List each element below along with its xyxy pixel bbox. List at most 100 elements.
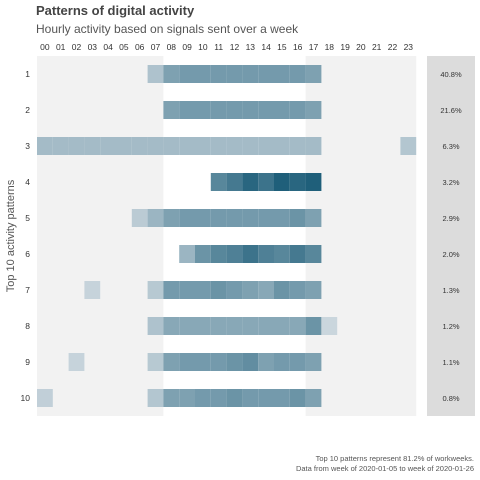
y-tick-label: 3 [25, 141, 30, 151]
share-label: 0.8% [442, 394, 459, 403]
heatmap-cell [147, 65, 164, 83]
heatmap-cell [305, 353, 322, 371]
heatmap-cell [210, 353, 227, 371]
heatmap-cell [274, 389, 290, 407]
heatmap-cell [242, 281, 259, 299]
heatmap-cell [131, 137, 148, 155]
heatmap-cell [210, 389, 227, 407]
heatmap-cell [400, 137, 417, 155]
heatmap-cell [258, 137, 274, 155]
y-tick-label: 9 [25, 357, 30, 367]
heatmap-cell [84, 137, 101, 155]
heatmap-cell [195, 317, 211, 335]
heatmap-cell [242, 173, 259, 191]
heatmap-cell [210, 173, 227, 191]
y-tick-label: 1 [25, 69, 30, 79]
x-tick-label: 03 [88, 42, 98, 52]
heatmap-cell [242, 65, 259, 83]
heatmap-cell [179, 245, 195, 263]
x-tick-label: 05 [119, 42, 129, 52]
heatmap-cell [37, 389, 53, 407]
heatmap-cell [305, 65, 322, 83]
x-tick-label: 18 [325, 42, 335, 52]
heatmap-cell [163, 317, 180, 335]
heatmap-cell [274, 317, 290, 335]
x-tick-label: 23 [404, 42, 414, 52]
heatmap-cell [226, 101, 243, 119]
heatmap-cell [179, 317, 195, 335]
heatmap-cell [210, 209, 227, 227]
x-tick-label: 20 [356, 42, 366, 52]
share-label: 40.8% [440, 70, 462, 79]
heatmap-cell [179, 209, 195, 227]
heatmap-cell [289, 353, 306, 371]
y-axis-label: Top 10 activity patterns [5, 179, 17, 292]
heatmap-cell [258, 65, 274, 83]
heatmap-cell [289, 173, 306, 191]
heatmap-cell [131, 209, 148, 227]
heatmap-cell [289, 65, 306, 83]
y-tick-label: 5 [25, 213, 30, 223]
heatmap-cell [289, 101, 306, 119]
heatmap-cell [195, 65, 211, 83]
heatmap-cell [163, 65, 180, 83]
heatmap-cell [321, 317, 338, 335]
heatmap-cell [195, 389, 211, 407]
heatmap-cell [163, 209, 180, 227]
heatmap-cell [210, 65, 227, 83]
heatmap-cell [179, 389, 195, 407]
x-tick-label: 11 [214, 42, 223, 52]
heatmap-cell [210, 317, 227, 335]
heatmap-cell [147, 389, 164, 407]
heatmap-cell [258, 281, 274, 299]
heatmap-cell [242, 209, 259, 227]
heatmap-cell [163, 281, 180, 299]
heatmap-cell [147, 209, 164, 227]
heatmap-cell [226, 317, 243, 335]
x-tick-label: 08 [167, 42, 177, 52]
x-tick-label: 04 [103, 42, 113, 52]
heatmap-cell [195, 137, 211, 155]
heatmap-cell [305, 173, 322, 191]
heatmap-cell [195, 353, 211, 371]
y-tick-label: 7 [25, 285, 30, 295]
x-tick-label: 21 [372, 42, 382, 52]
heatmap-cell [242, 389, 259, 407]
share-label: 3.2% [442, 178, 459, 187]
heatmap-cell [242, 137, 259, 155]
y-tick-label: 6 [25, 249, 30, 259]
heatmap-cell [147, 137, 164, 155]
heatmap-cell [226, 353, 243, 371]
heatmap-cell [68, 137, 85, 155]
heatmap-cell [258, 101, 274, 119]
heatmap-cell [226, 173, 243, 191]
heatmap-cell [147, 317, 164, 335]
x-tick-label: 17 [309, 42, 319, 52]
heatmap-cell [68, 353, 85, 371]
heatmap-cell [274, 281, 290, 299]
heatmap-cell [195, 245, 211, 263]
heatmap-cell [179, 281, 195, 299]
heatmap-cell [179, 353, 195, 371]
heatmap-cell [305, 137, 322, 155]
heatmap-cell [37, 137, 53, 155]
heatmap-cell [226, 389, 243, 407]
heatmap-cell [289, 281, 306, 299]
x-tick-label: 02 [72, 42, 82, 52]
heatmap-cell [305, 317, 322, 335]
x-tick-label: 00 [40, 42, 50, 52]
x-tick-label: 15 [277, 42, 287, 52]
heatmap-cell [274, 353, 290, 371]
heatmap-cell [258, 353, 274, 371]
heatmap-cell [289, 245, 306, 263]
y-tick-label: 10 [21, 393, 31, 403]
heatmap-cell [242, 353, 259, 371]
heatmap-cell [274, 65, 290, 83]
heatmap-cell [274, 101, 290, 119]
heatmap-cell [242, 245, 259, 263]
heatmap-cell [210, 281, 227, 299]
heatmap-cell [289, 389, 306, 407]
x-tick-label: 07 [151, 42, 161, 52]
heatmap-cell [274, 137, 290, 155]
share-label: 1.1% [442, 358, 459, 367]
